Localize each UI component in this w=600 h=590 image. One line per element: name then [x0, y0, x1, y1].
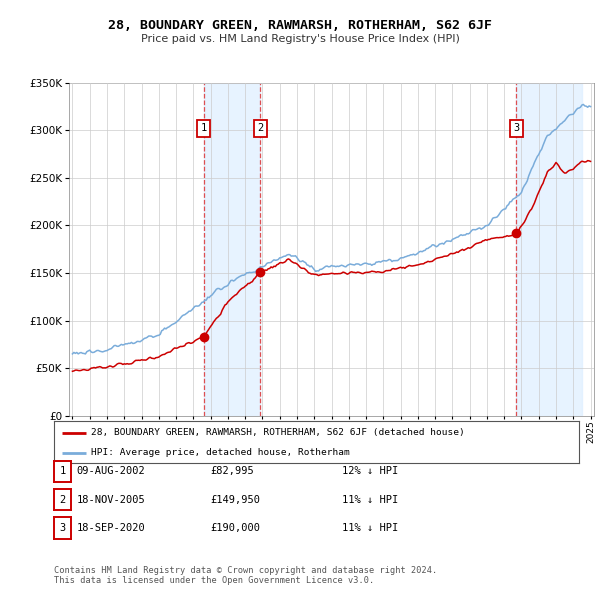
Text: 09-AUG-2002: 09-AUG-2002: [77, 467, 146, 476]
Text: HPI: Average price, detached house, Rotherham: HPI: Average price, detached house, Roth…: [91, 448, 349, 457]
Text: 28, BOUNDARY GREEN, RAWMARSH, ROTHERHAM, S62 6JF (detached house): 28, BOUNDARY GREEN, RAWMARSH, ROTHERHAM,…: [91, 428, 464, 437]
Text: £82,995: £82,995: [210, 467, 254, 476]
Bar: [517, 83, 582, 416]
Text: 3: 3: [59, 523, 65, 533]
Text: 1: 1: [59, 467, 65, 476]
Text: 18-NOV-2005: 18-NOV-2005: [77, 495, 146, 504]
Text: 12% ↓ HPI: 12% ↓ HPI: [342, 467, 398, 476]
Text: Contains HM Land Registry data © Crown copyright and database right 2024.: Contains HM Land Registry data © Crown c…: [54, 566, 437, 575]
Text: 28, BOUNDARY GREEN, RAWMARSH, ROTHERHAM, S62 6JF: 28, BOUNDARY GREEN, RAWMARSH, ROTHERHAM,…: [108, 19, 492, 32]
Text: 1: 1: [200, 123, 207, 133]
Text: £190,000: £190,000: [210, 523, 260, 533]
Text: 11% ↓ HPI: 11% ↓ HPI: [342, 523, 398, 533]
Text: £149,950: £149,950: [210, 495, 260, 504]
Text: 2: 2: [257, 123, 263, 133]
Text: 3: 3: [514, 123, 520, 133]
Bar: [204, 83, 260, 416]
Text: 18-SEP-2020: 18-SEP-2020: [77, 523, 146, 533]
Text: 11% ↓ HPI: 11% ↓ HPI: [342, 495, 398, 504]
Text: 2: 2: [59, 495, 65, 504]
Text: This data is licensed under the Open Government Licence v3.0.: This data is licensed under the Open Gov…: [54, 576, 374, 585]
Text: Price paid vs. HM Land Registry's House Price Index (HPI): Price paid vs. HM Land Registry's House …: [140, 34, 460, 44]
